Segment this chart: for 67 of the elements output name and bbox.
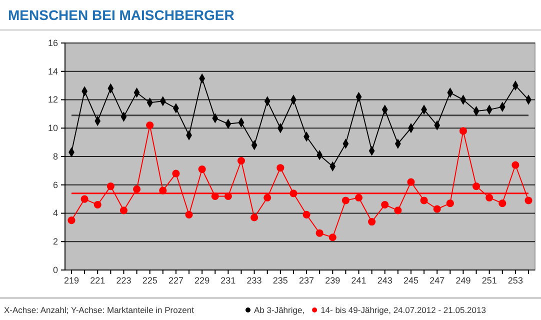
point (276, 164, 284, 172)
x-tick-label: 231 (220, 275, 236, 286)
point (420, 196, 428, 204)
point (237, 156, 246, 165)
x-tick-label: 253 (508, 275, 523, 286)
point (381, 200, 389, 209)
point (342, 196, 350, 204)
point (394, 206, 402, 214)
point (459, 127, 467, 135)
point (486, 194, 494, 202)
point (498, 200, 506, 208)
point (472, 182, 480, 190)
y-tick-label: 8 (52, 151, 58, 162)
x-tick-label: 223 (116, 275, 132, 286)
y-tick-label: 12 (48, 94, 58, 105)
y-tick-label: 14 (48, 66, 58, 76)
point (446, 200, 454, 208)
point (354, 194, 363, 202)
x-tick-label: 249 (456, 275, 471, 286)
x-tick-label: 243 (377, 275, 392, 286)
x-tick-label: 247 (430, 275, 445, 286)
point (512, 161, 520, 169)
y-tick-label: 0 (52, 264, 58, 275)
point (172, 170, 180, 178)
x-tick-label: 245 (403, 275, 418, 286)
point (211, 192, 219, 200)
x-tick-label: 251 (482, 275, 497, 286)
x-tick-label: 235 (272, 275, 288, 286)
x-tick-label: 241 (351, 275, 366, 286)
point (198, 165, 206, 174)
x-tick-label: 237 (299, 275, 314, 286)
text: X-Achse: Anzahl; Y-Achse: Marktanteile in Prozent (4, 305, 195, 315)
y-tick-label: 16 (48, 38, 58, 48)
x-tick-label: 227 (168, 275, 184, 286)
point (302, 210, 310, 218)
chart-title: MENSCHEN BEI MAISCHBERGER (8, 7, 234, 23)
point (68, 216, 76, 224)
point (106, 182, 114, 190)
point (290, 190, 298, 198)
point (146, 122, 154, 130)
y-tick-label: 2 (52, 236, 58, 247)
point (159, 186, 167, 194)
point (80, 195, 88, 203)
x-tick-label: 239 (325, 275, 340, 286)
y-tick-label: 4 (52, 208, 58, 218)
point (264, 194, 272, 202)
x-tick-label: 233 (246, 275, 262, 286)
point (250, 214, 258, 222)
legend-label: Ab 3-Jährige, (254, 305, 305, 315)
point (328, 234, 336, 242)
point (316, 229, 324, 237)
point (524, 196, 532, 204)
point (224, 192, 232, 200)
x-tick-label: 221 (90, 275, 106, 286)
point (433, 205, 441, 213)
x-tick-label: 219 (64, 275, 80, 286)
point (120, 206, 128, 214)
legend-label: 14- bis 49-Jährige, 24.07.2012 - 21.05.2013 (320, 305, 486, 315)
point (185, 210, 193, 218)
x-tick-label: 229 (194, 275, 210, 286)
point (368, 218, 376, 226)
point (94, 200, 102, 209)
y-tick-label: 6 (52, 180, 58, 190)
point (407, 178, 415, 186)
y-tick-label: 10 (48, 123, 58, 134)
point (133, 185, 141, 193)
x-tick-label: 225 (142, 275, 158, 286)
